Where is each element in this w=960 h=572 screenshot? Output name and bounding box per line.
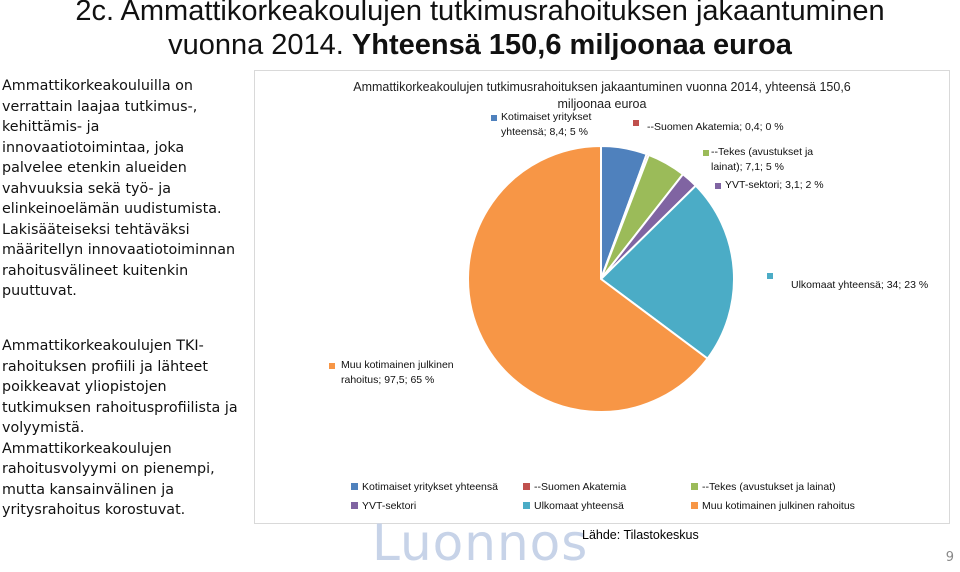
data-label-marker-suomen-akatemia <box>633 120 639 126</box>
legend-item-muu-kotimainen-julkinen-rahoitus: Muu kotimainen julkinen rahoitus <box>702 500 855 512</box>
legend-swatch-muu-kotimainen-julkinen-rahoitus <box>691 502 698 509</box>
legend-swatch-yvt-sektori <box>351 502 358 509</box>
data-label-kotimaiset-yritykset-yhteens-line1: Kotimaiset yritykset <box>501 111 592 123</box>
data-label-kotimaiset-yritykset-yhteens-line2: yhteensä; 8,4; 5 % <box>501 126 588 138</box>
data-label-muu-kotimainen-julkinen-rahoitus-line2: rahoitus; 97,5; 65 % <box>341 374 434 386</box>
chart-title-line2: miljoonaa euroa <box>558 97 647 111</box>
legend-item-ulkomaat-yhteens: Ulkomaat yhteensä <box>534 500 624 512</box>
pie-chart: Ammattikorkeakoulujen tutkimusrahoitukse… <box>329 80 928 512</box>
legend-item-yvt-sektori: YVT-sektori <box>362 500 416 512</box>
pie-slice-ulkomaat-yhteens <box>599 184 736 361</box>
legend-swatch-kotimaiset-yritykset-yhteens <box>351 483 358 490</box>
pie-slice-muu-kotimainen-julkinen-rahoitus <box>467 144 709 413</box>
data-label-marker-muu-kotimainen-julkinen-rahoitus <box>329 363 335 369</box>
legend-item-kotimaiset-yritykset-yhteens: Kotimaiset yritykset yhteensä <box>362 481 498 493</box>
data-label-marker-yvt-sektori <box>715 183 721 189</box>
data-label-suomen-akatemia-line1: --Suomen Akatemia; 0,4; 0 % <box>647 121 784 133</box>
data-label-tekes-avustukset-ja-lainat-line1: --Tekes (avustukset ja <box>711 146 813 158</box>
data-label-marker-tekes-avustukset-ja-lainat <box>703 150 709 156</box>
body-paragraph-1: Ammattikorkeakouluilla on verrattain laa… <box>2 78 236 299</box>
source-note: Lähde: Tilastokeskus <box>582 528 699 542</box>
legend-item-tekes-avustukset-ja-lainat: --Tekes (avustukset ja lainat) <box>702 481 836 493</box>
slide-title-line2: vuonna 2014. Yhteensä 150,6 miljoonaa eu… <box>0 28 960 62</box>
slide-title-line1: 2c. Ammattikorkeakoulujen tutkimusrahoit… <box>75 0 885 27</box>
data-label-tekes-avustukset-ja-lainat-line2: lainat); 7,1; 5 % <box>711 161 784 173</box>
legend-swatch-ulkomaat-yhteens <box>523 502 530 509</box>
chart-title-line1: Ammattikorkeakoulujen tutkimusrahoitukse… <box>353 80 851 94</box>
data-label-marker-ulkomaat-yhteens <box>767 273 773 279</box>
slide-title: 2c. Ammattikorkeakoulujen tutkimusrahoit… <box>0 0 960 62</box>
body-paragraph-2: Ammattikorkeakoulujen TKI-rahoituksen pr… <box>2 338 238 518</box>
slide-title-total: Yhteensä 150,6 miljoonaa euroa <box>351 29 792 61</box>
data-label-yvt-sektori-line1: YVT-sektori; 3,1; 2 % <box>725 179 824 191</box>
slide-title-line2-prefix: vuonna 2014. <box>168 29 352 61</box>
watermark-luonnos: Luonnos <box>372 514 589 572</box>
data-label-muu-kotimainen-julkinen-rahoitus-line1: Muu kotimainen julkinen <box>341 359 454 371</box>
legend-swatch-tekes-avustukset-ja-lainat <box>691 483 698 490</box>
legend-item-suomen-akatemia: --Suomen Akatemia <box>534 481 626 493</box>
data-label-ulkomaat-yhteens-line1: Ulkomaat yhteensä; 34; 23 % <box>791 279 928 291</box>
pie-chart-panel: Ammattikorkeakoulujen tutkimusrahoitukse… <box>254 70 950 524</box>
page-number: 9 <box>945 550 954 565</box>
data-label-marker-kotimaiset-yritykset-yhteens <box>491 115 497 121</box>
legend-swatch-suomen-akatemia <box>523 483 530 490</box>
